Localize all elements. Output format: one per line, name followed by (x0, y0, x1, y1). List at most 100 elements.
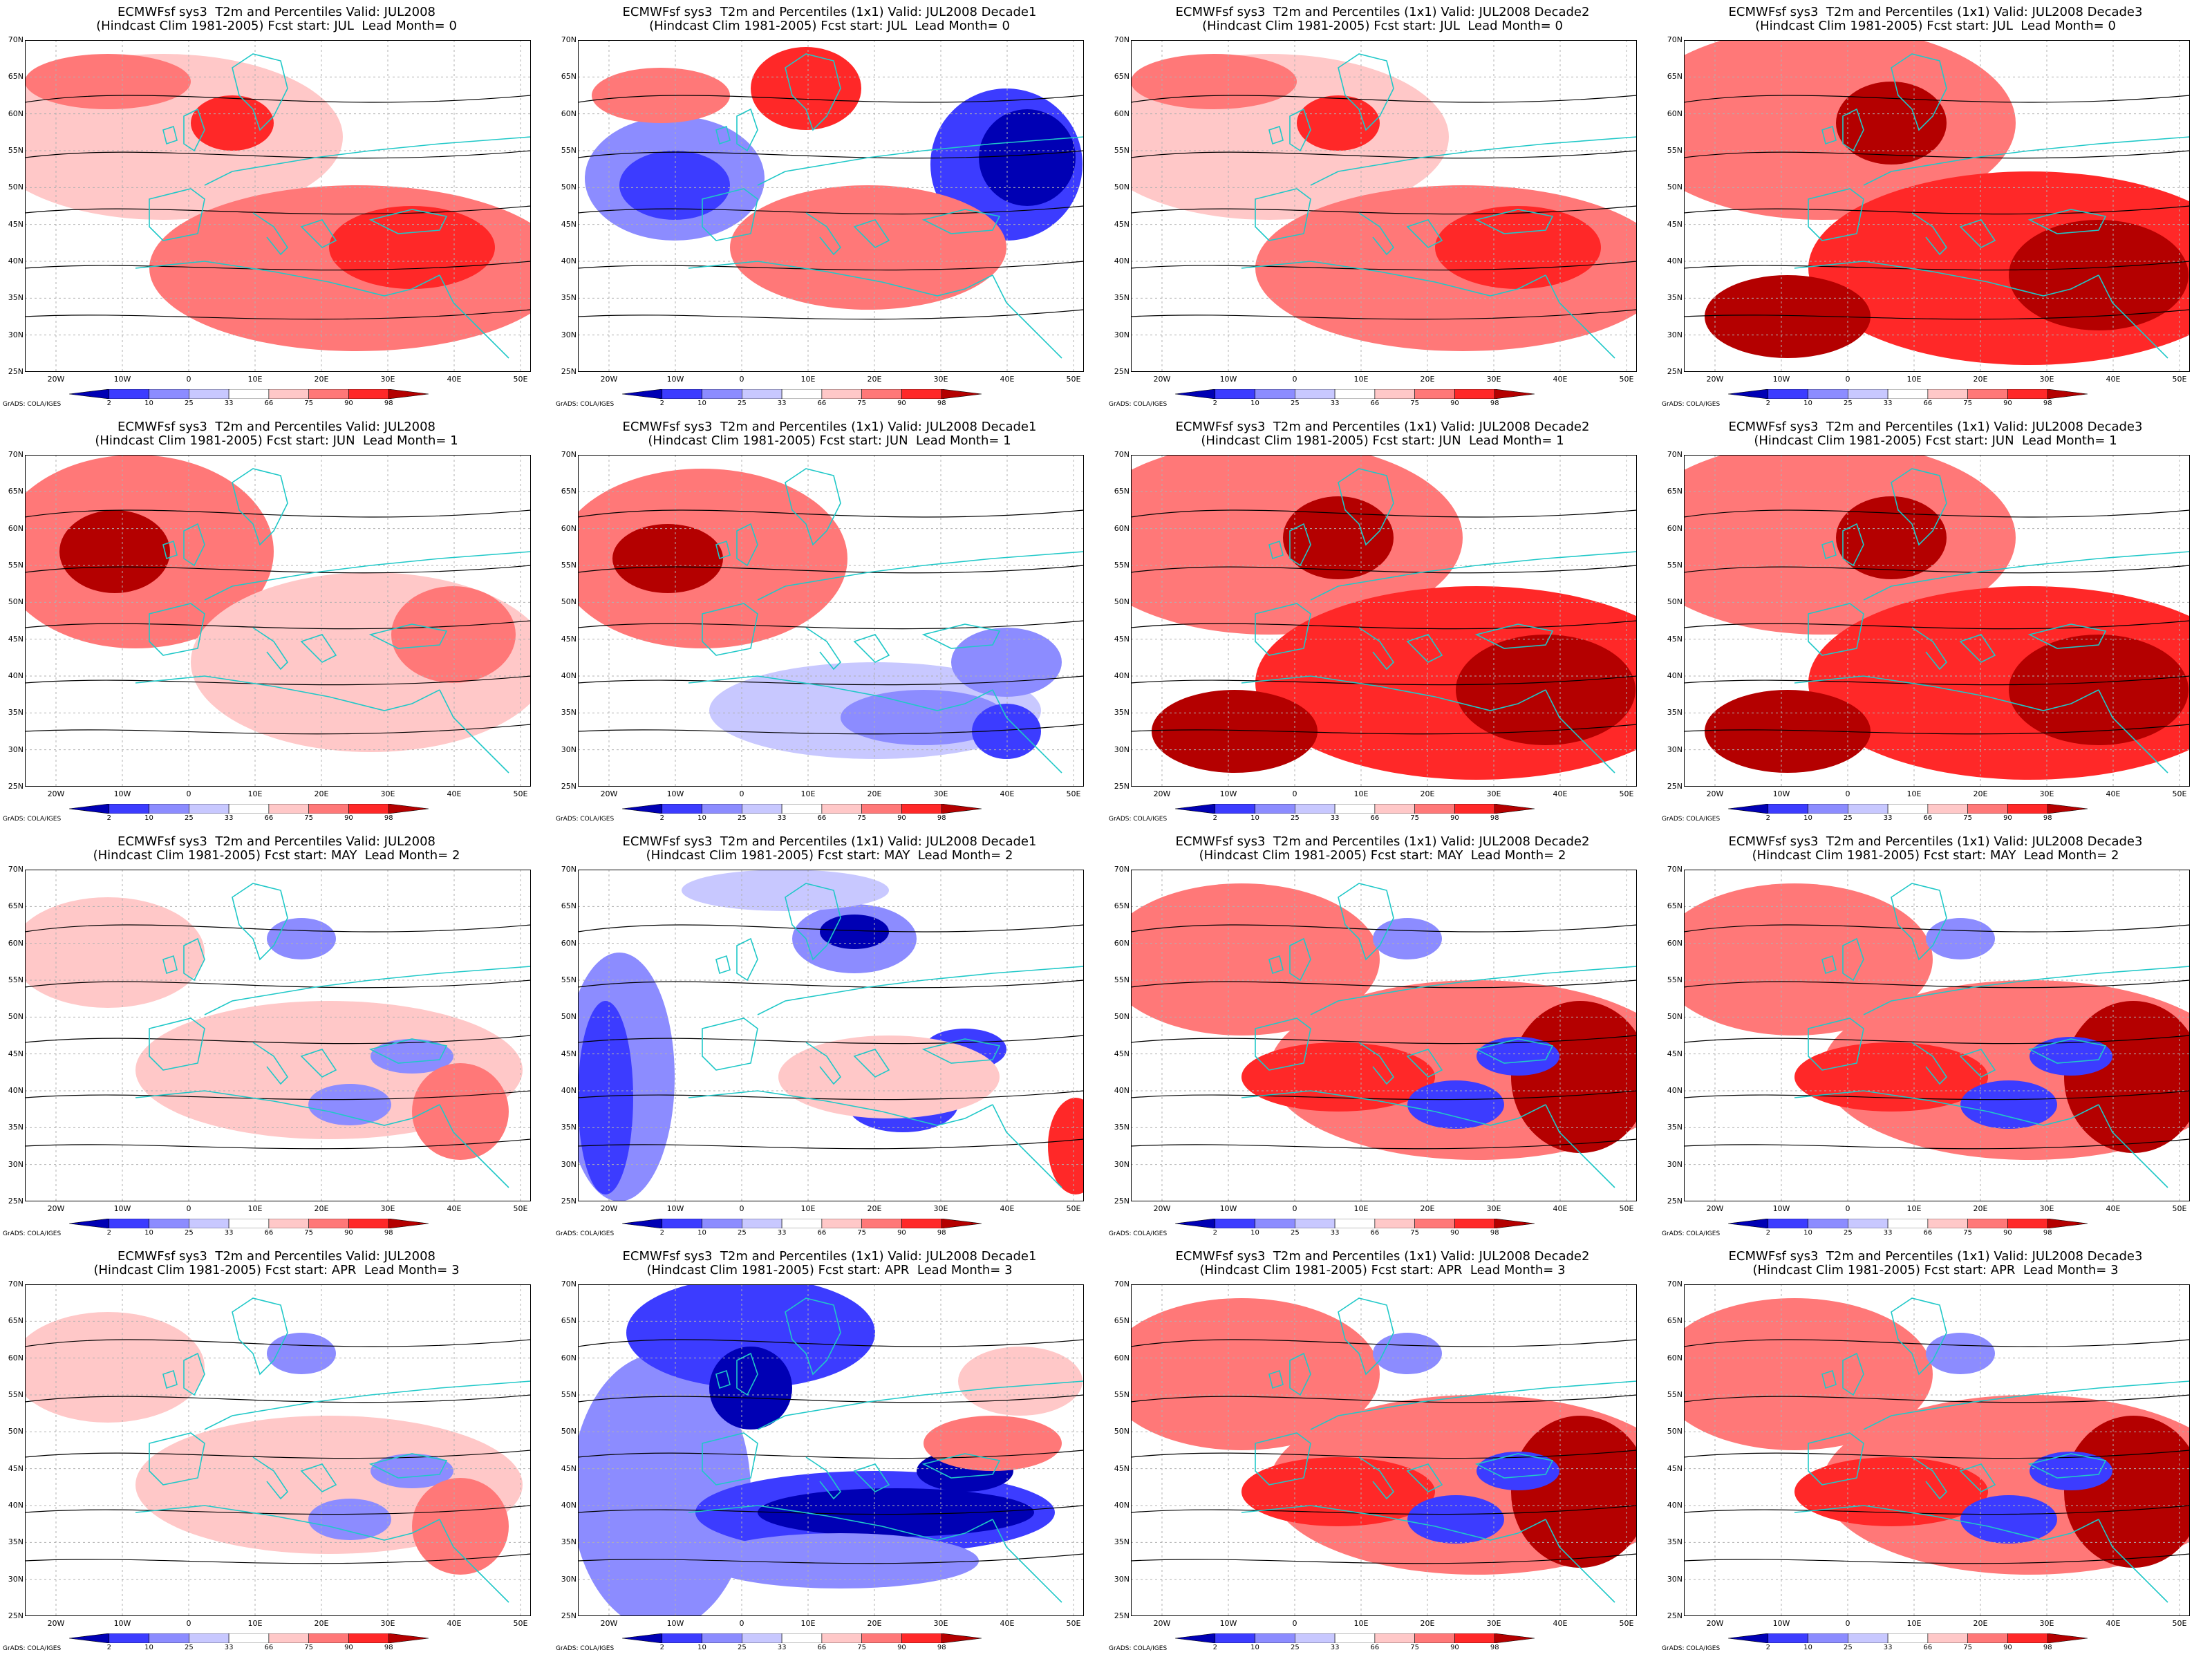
lat-tick-label: 25N (1667, 367, 1683, 376)
climatology-contour (1684, 1394, 2190, 1403)
colorbar-segment (1768, 803, 1808, 814)
coastline (1794, 675, 2099, 711)
colorbar-label: 75 (1963, 814, 1973, 822)
coastline (702, 188, 758, 241)
anomaly-region (267, 918, 336, 959)
colorbar-segment (1494, 1633, 1535, 1644)
lon-tick-label: 50E (1066, 375, 1081, 384)
lat-tick-label: 55N (1667, 561, 1683, 570)
colorbar-segment (1334, 1633, 1376, 1644)
forecast-panel: ECMWFsf sys3 T2m and Percentiles (1x1) V… (1106, 415, 1659, 830)
anomaly-region (1926, 1333, 1995, 1374)
anomaly-region (1705, 690, 1871, 773)
lon-tick-label: 20E (314, 375, 329, 384)
climatology-contour (578, 1090, 1084, 1100)
lon-tick-label: 0 (739, 789, 744, 798)
anomaly-region (1684, 883, 1933, 1035)
coastline (1911, 212, 1948, 256)
lat-tick-label: 60N (1114, 523, 1130, 533)
coastline (688, 261, 993, 297)
lat-tick-label: 50N (1114, 182, 1130, 192)
colorbar-label: 33 (1883, 400, 1893, 407)
anomaly-region (1373, 918, 1442, 959)
lat-tick-label: 25N (561, 1611, 577, 1620)
anomaly-region (412, 1478, 509, 1575)
map-area (578, 40, 1084, 372)
colorbar-segment (149, 388, 189, 400)
colorbar-segment (149, 803, 189, 814)
coastline (183, 108, 205, 152)
colorbar-label: 10 (697, 1229, 706, 1237)
forecast-panel: ECMWFsf sys3 T2m and Percentiles Valid: … (0, 0, 553, 415)
coastline (757, 966, 1084, 1015)
lon-tick-label: 40E (2106, 789, 2121, 798)
colorbar-segment (68, 388, 110, 400)
lat-tick-label: 50N (1667, 1012, 1683, 1022)
coastline (1545, 1519, 1615, 1603)
colorbar-label: 75 (1410, 1229, 1420, 1237)
climatology-contour (1684, 1090, 2190, 1100)
colorbar-label: 25 (1290, 1644, 1300, 1651)
colorbar-label: 2 (1212, 814, 1217, 822)
lat-tick-label: 25N (1667, 1611, 1683, 1620)
colorbar (1174, 803, 1535, 814)
colorbar-segment (348, 1633, 389, 1644)
lon-tick-label: 10E (800, 1619, 816, 1628)
colorbar-segment (388, 1633, 429, 1644)
lat-tick-label: 40N (561, 1501, 577, 1510)
colorbar-label: 66 (817, 814, 827, 822)
map-frame (25, 455, 531, 787)
colorbar-segment (1374, 1633, 1415, 1644)
map-svg (25, 455, 531, 787)
colorbar-segment (781, 1218, 823, 1229)
panel-subtitle: (Hindcast Clim 1981-2005) Fcst start: AP… (93, 1263, 460, 1277)
lon-tick-label: 20W (1153, 789, 1171, 798)
colorbar-segment (388, 388, 429, 400)
lat-tick-label: 45N (1667, 219, 1683, 229)
colorbar-segment (702, 1218, 742, 1229)
lat-tick-label: 60N (8, 938, 24, 948)
colorbar-label: 25 (1843, 1229, 1853, 1237)
colorbar-label: 75 (304, 1644, 314, 1651)
climatology-contour (25, 1450, 531, 1459)
colorbar-segment (821, 1633, 862, 1644)
lon-tick-label: 50E (2172, 375, 2187, 384)
coastline (992, 689, 1062, 774)
map-area (1684, 40, 2190, 372)
colorbar-label: 90 (897, 1229, 906, 1237)
lon-tick-label: 20E (1420, 375, 1435, 384)
coastline (992, 1104, 1062, 1188)
climatology-contour (1684, 509, 2190, 518)
colorbar-container (1174, 1218, 1535, 1229)
colorbar-label: 10 (1250, 1229, 1259, 1237)
colorbar-label: 90 (1450, 1644, 1459, 1651)
lat-tick-label: 50N (1114, 1427, 1130, 1436)
lon-tick-label: 20E (1973, 789, 1988, 798)
coastline (439, 1519, 509, 1603)
climatology-contour (1131, 261, 1637, 271)
anomaly-region (778, 1035, 1000, 1118)
coastline (1255, 188, 1311, 241)
coastline (715, 540, 731, 560)
lon-tick-label: 20E (867, 375, 882, 384)
colorbar-label: 90 (344, 1229, 353, 1237)
lat-tick-label: 60N (1114, 938, 1130, 948)
coastline (736, 1352, 758, 1396)
anomaly-region (730, 185, 1006, 310)
colorbar-container (621, 803, 982, 814)
climatology-contour (1684, 675, 2190, 686)
coastline (162, 955, 178, 975)
anomaly-region (1373, 1333, 1442, 1374)
lon-tick-label: 40E (1553, 375, 1568, 384)
map-svg (25, 870, 531, 1201)
colorbar-label: 10 (697, 1644, 706, 1651)
colorbar-label: 25 (1843, 814, 1853, 822)
colorbar-container (1727, 803, 2088, 814)
coastline (1268, 1369, 1284, 1389)
climatology-contour (578, 309, 1084, 320)
colorbar-label: 10 (1803, 1229, 1812, 1237)
forecast-panel: ECMWFsf sys3 T2m and Percentiles (1x1) V… (1659, 1244, 2212, 1659)
anomaly-region (25, 54, 191, 109)
climatology-contour (25, 980, 531, 988)
grads-credit: GrADS: COLA/IGES (556, 816, 615, 823)
